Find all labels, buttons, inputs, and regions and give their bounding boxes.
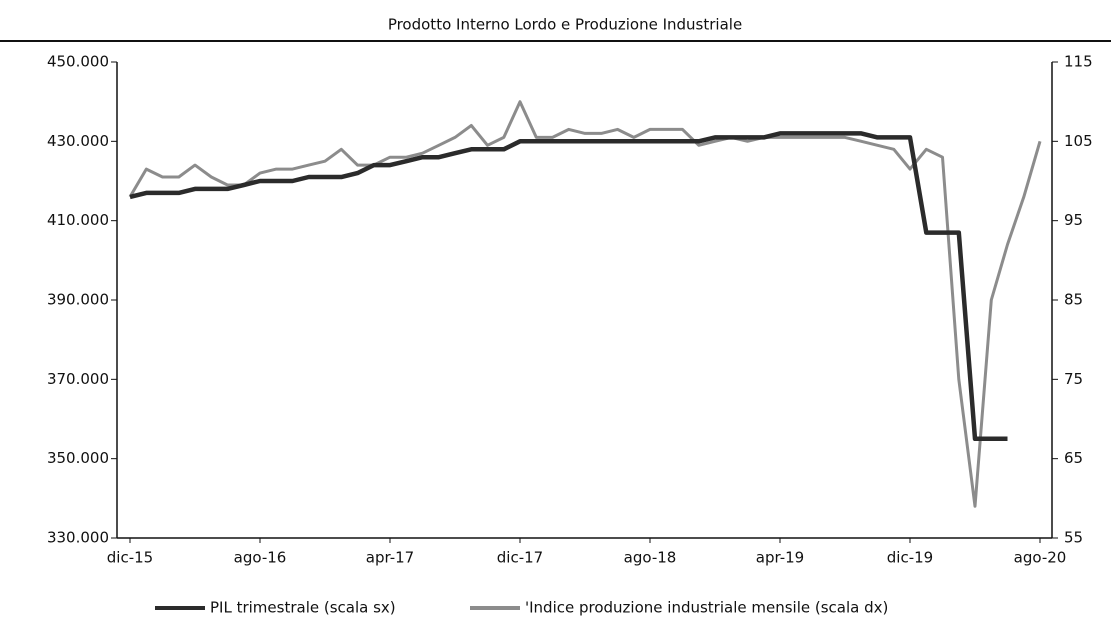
x-tick-label: dic-15 [107,549,153,567]
y2-tick-label: 105 [1064,132,1093,150]
legend-label: PIL trimestrale (scala sx) [210,599,396,617]
y2-tick-label: 55 [1064,529,1083,547]
y-tick-label: 370.000 [47,370,109,388]
x-tick-label: dic-19 [887,549,933,567]
y2-tick-label: 95 [1064,211,1083,229]
x-tick-label: apr-19 [756,549,804,567]
y-tick-label: 410.000 [47,211,109,229]
x-tick-label: ago-16 [234,549,287,567]
y2-tick-label: 115 [1064,53,1093,71]
legend-label: 'Indice produzione industriale mensile (… [525,599,888,617]
x-tick-label: ago-20 [1014,549,1067,567]
x-tick-label: ago-18 [624,549,677,567]
y2-tick-label: 65 [1064,449,1083,467]
x-tick-label: apr-17 [366,549,414,567]
y-tick-label: 430.000 [47,132,109,150]
chart-title: Prodotto Interno Lordo e Produzione Indu… [388,16,742,34]
series-line [128,100,1042,508]
series-line [129,131,1008,442]
y2-tick-label: 75 [1064,370,1083,388]
y-tick-label: 450.000 [47,53,109,71]
y-tick-label: 350.000 [47,449,109,467]
y-tick-label: 390.000 [47,291,109,309]
y-tick-label: 330.000 [47,529,109,547]
y2-tick-label: 85 [1064,291,1083,309]
x-tick-label: dic-17 [497,549,543,567]
